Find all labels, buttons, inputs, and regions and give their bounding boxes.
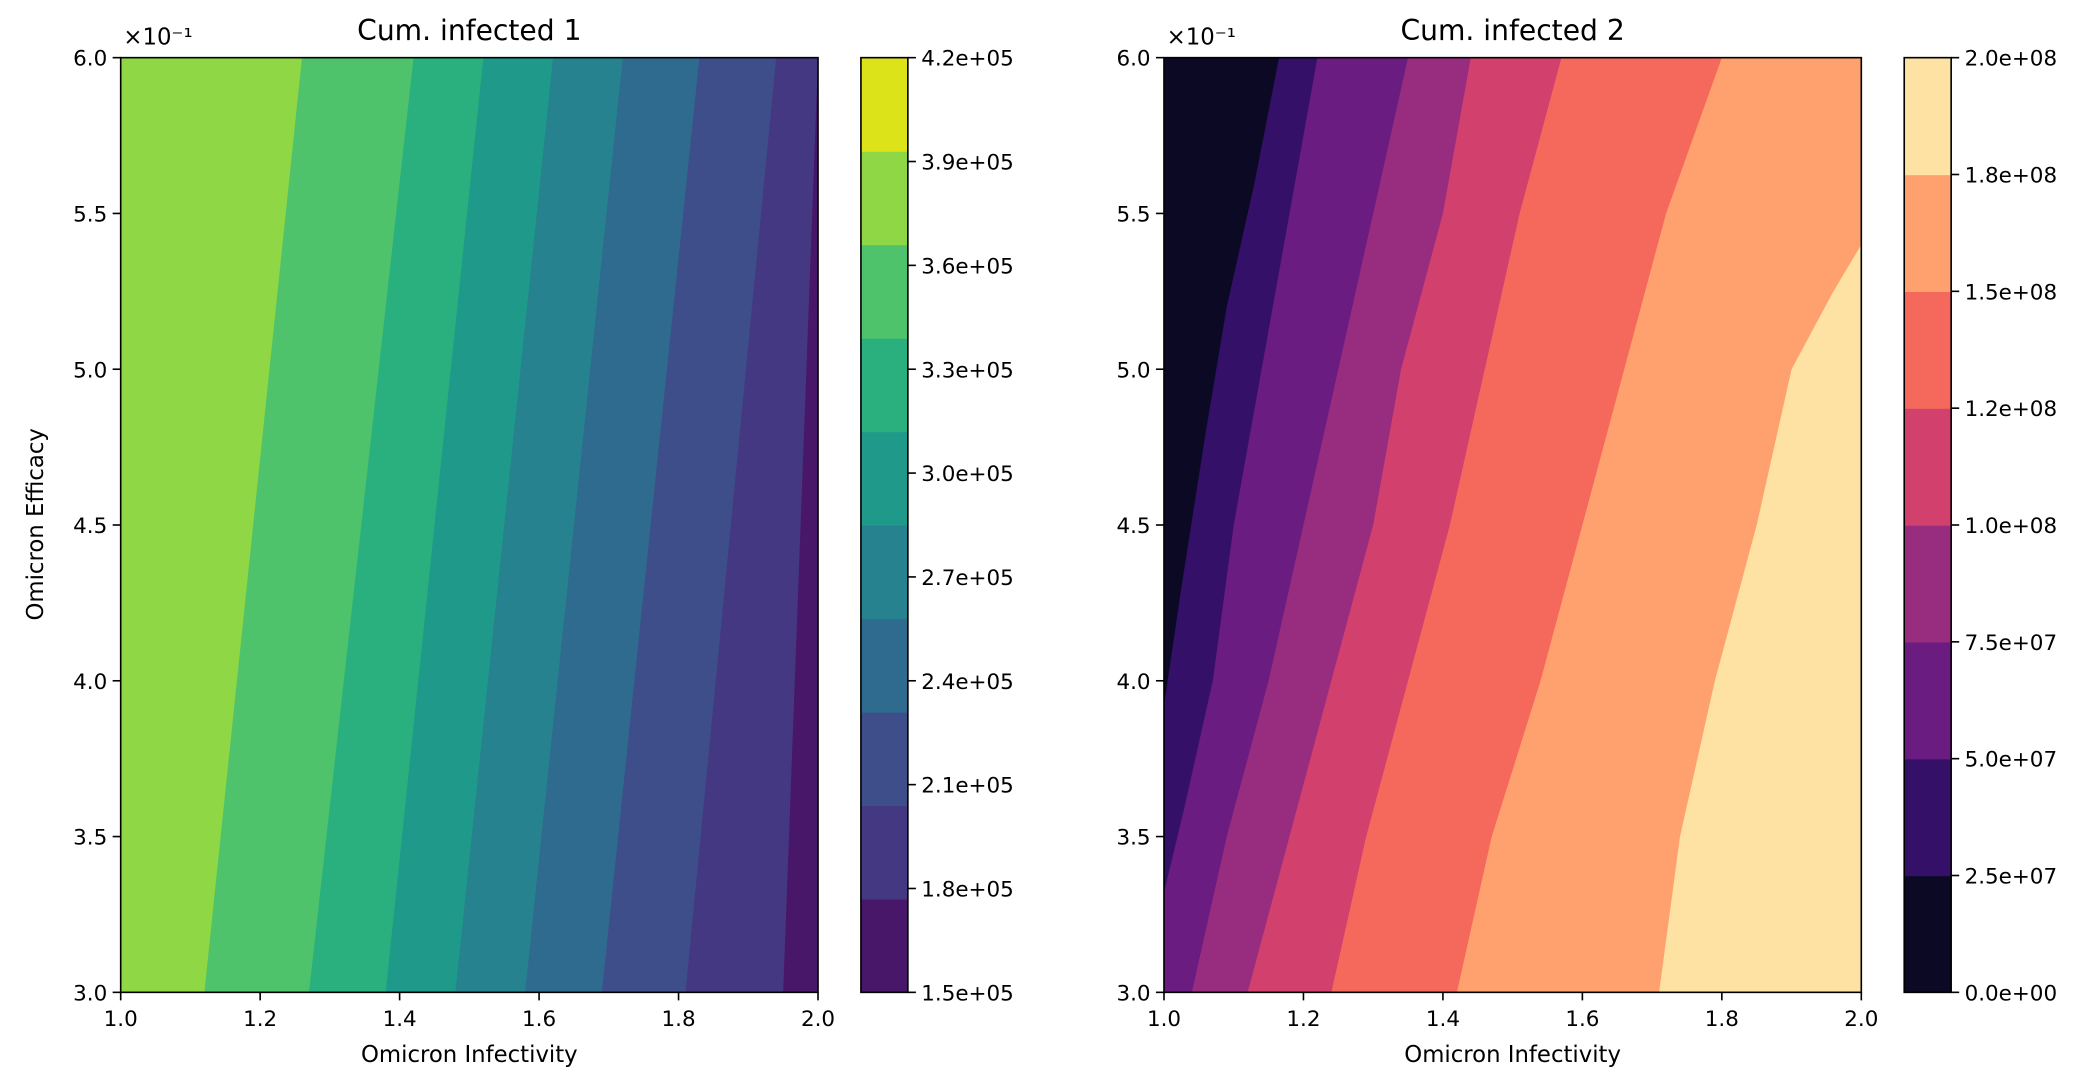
colorbar-band xyxy=(860,711,908,807)
colorbar-tick-label: 2.0e+08 xyxy=(1965,47,2058,72)
colorbar-band xyxy=(1904,875,1952,994)
panel-2-title: Cum. infected 2 xyxy=(1400,14,1624,47)
y-tick-label: 5.5 xyxy=(1116,202,1150,227)
contour-band xyxy=(1163,57,1280,706)
colorbar-1 xyxy=(860,57,908,994)
panel-1-x-label: Omicron Infectivity xyxy=(361,1042,578,1068)
colorbar-tick-label: 2.1e+05 xyxy=(921,774,1014,799)
colorbar-tick-label: 1.2e+08 xyxy=(1965,397,2058,422)
colorbar-band xyxy=(860,525,908,620)
colorbar-band xyxy=(860,898,908,994)
panel-2-x-label: Omicron Infectivity xyxy=(1404,1042,1621,1068)
panel-1-contour-fill xyxy=(120,57,819,993)
x-tick-label: 1.0 xyxy=(1147,1007,1181,1032)
colorbar-tick-label: 0.0e+00 xyxy=(1965,981,2058,1006)
x-tick-label: 1.2 xyxy=(243,1007,277,1032)
panel-2: Cum. infected 2 ×10⁻¹ 1.0 1.2 1.4 1.6 1.8 2.0… xyxy=(1116,14,2058,1068)
colorbar-tick-label: 2.5e+07 xyxy=(1965,865,2058,890)
colorbar-band xyxy=(860,151,908,246)
panel-2-contour-fill xyxy=(1163,57,1862,993)
colorbar-tick-label: 2.4e+05 xyxy=(921,670,1014,695)
panel-2-y-axis: 3.0 3.5 4.0 4.5 5.0 5.5 6.0 xyxy=(1116,47,1164,1006)
y-tick-label: 6.0 xyxy=(73,47,107,72)
x-tick-label: 1.6 xyxy=(522,1007,556,1032)
panel-1-y-axis: 3.0 3.5 4.0 4.5 5.0 5.5 6.0 xyxy=(73,47,121,1006)
x-tick-label: 1.6 xyxy=(1565,1007,1599,1032)
colorbar-tick-label: 3.3e+05 xyxy=(921,358,1014,383)
x-tick-label: 1.4 xyxy=(1426,1007,1460,1032)
colorbar-tick-label: 2.7e+05 xyxy=(921,566,1014,591)
panel-1: Cum. infected 1 ×10⁻¹ 1.0 1.2 1.4 1.6 1.8 2.0… xyxy=(23,14,1014,1068)
colorbar-tick-label: 1.8e+05 xyxy=(921,878,1014,903)
x-tick-label: 1.8 xyxy=(661,1007,695,1032)
colorbar-band xyxy=(1904,758,1952,877)
y-tick-label: 4.5 xyxy=(73,514,107,539)
x-tick-label: 2.0 xyxy=(1844,1007,1878,1032)
colorbar-band xyxy=(1904,641,1952,760)
colorbar-1-frame xyxy=(860,56,909,994)
colorbar-band xyxy=(860,338,908,433)
colorbar-tick-label: 1.5e+08 xyxy=(1965,280,2058,305)
colorbar-band xyxy=(1904,525,1952,643)
colorbar-1-ticks: 1.5e+05 1.8e+05 2.1e+05 2.4e+05 2.7e+05 3.0e+… xyxy=(907,47,1014,1006)
panel-2-x-axis: 1.0 1.2 1.4 1.6 1.8 2.0 xyxy=(1147,992,1878,1032)
x-tick-label: 1.8 xyxy=(1705,1007,1739,1032)
panel-1-y-label: Omicron Efficacy xyxy=(23,428,49,620)
y-tick-label: 4.5 xyxy=(1116,514,1150,539)
colorbar-tick-label: 3.9e+05 xyxy=(921,151,1014,176)
colorbar-2 xyxy=(1904,57,1952,994)
colorbar-tick-label: 3.6e+05 xyxy=(921,254,1014,279)
panel-1-title: Cum. infected 1 xyxy=(357,14,581,47)
y-tick-label: 5.5 xyxy=(73,202,107,227)
x-tick-label: 2.0 xyxy=(801,1007,835,1032)
colorbar-tick-label: 7.5e+07 xyxy=(1965,631,2058,656)
colorbar-tick-label: 1.5e+05 xyxy=(921,981,1014,1006)
x-tick-label: 1.4 xyxy=(383,1007,417,1032)
colorbar-band xyxy=(1904,57,1952,176)
panel-1-y-multiplier: ×10⁻¹ xyxy=(123,24,192,50)
y-tick-label: 3.0 xyxy=(1116,981,1150,1006)
y-tick-label: 4.0 xyxy=(1116,670,1150,695)
colorbar-2-ticks: 0.0e+00 2.5e+07 5.0e+07 7.5e+07 1.0e+08 1.2e+… xyxy=(1951,47,2058,1006)
y-tick-label: 3.5 xyxy=(73,826,107,851)
panel-1-x-axis: 1.0 1.2 1.4 1.6 1.8 2.0 xyxy=(104,992,835,1032)
colorbar-tick-label: 1.8e+08 xyxy=(1965,164,2058,189)
y-tick-label: 6.0 xyxy=(1116,47,1150,72)
colorbar-band xyxy=(1904,174,1952,293)
x-tick-label: 1.0 xyxy=(104,1007,138,1032)
y-tick-label: 5.0 xyxy=(1116,358,1150,383)
y-tick-label: 3.0 xyxy=(73,981,107,1006)
colorbar-tick-label: 3.0e+05 xyxy=(921,462,1014,487)
colorbar-band xyxy=(1904,291,1952,409)
colorbar-band xyxy=(1904,408,1952,526)
colorbar-tick-label: 1.0e+08 xyxy=(1965,514,2058,539)
y-tick-label: 4.0 xyxy=(73,670,107,695)
y-tick-label: 5.0 xyxy=(73,358,107,383)
colorbar-band xyxy=(860,244,908,339)
colorbar-band xyxy=(860,805,908,900)
colorbar-band xyxy=(860,431,908,526)
y-tick-label: 3.5 xyxy=(1116,826,1150,851)
panel-2-y-multiplier: ×10⁻¹ xyxy=(1167,24,1236,50)
colorbar-band xyxy=(860,57,908,152)
colorbar-band xyxy=(860,618,908,713)
colorbar-tick-label: 4.2e+05 xyxy=(921,47,1014,72)
contour-band xyxy=(120,57,302,993)
x-tick-label: 1.2 xyxy=(1286,1007,1320,1032)
colorbar-tick-label: 5.0e+07 xyxy=(1965,748,2058,773)
